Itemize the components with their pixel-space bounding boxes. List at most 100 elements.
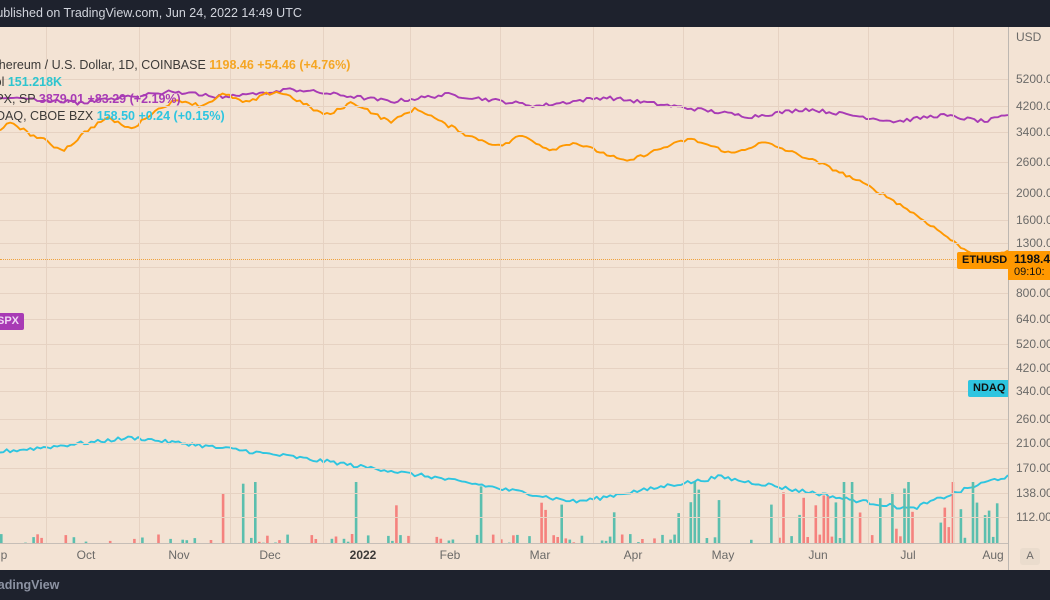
- gridline-horizontal: [0, 106, 1008, 107]
- axis-divider: [1008, 543, 1009, 570]
- chart-legend: Ethereum / U.S. Dollar, 1D, COINBASE 119…: [0, 57, 620, 125]
- gridline-horizontal: [0, 419, 1008, 420]
- price-axis-label: 5200.00: [1016, 72, 1050, 86]
- volume-bar: [391, 540, 394, 543]
- volume-bar: [612, 512, 616, 543]
- price-axis-label: 4200.00: [1016, 99, 1050, 113]
- volume-bar: [258, 541, 261, 543]
- volume-bar: [604, 540, 608, 543]
- volume-bar: [314, 539, 318, 543]
- volume-bar: [895, 528, 898, 543]
- volume-bar: [32, 537, 35, 543]
- volume-bar: [560, 504, 563, 543]
- time-axis[interactable]: A p Oct Nov Dec 2022 Feb Mar Apr May Jun Jul Aug: [0, 543, 1050, 570]
- volume-bar: [838, 538, 842, 543]
- volume-bar: [528, 536, 531, 543]
- legend-symbol: Vol: [0, 75, 5, 89]
- volume-bar: [858, 512, 862, 543]
- volume-bar: [899, 536, 902, 543]
- price-axis-label: 138.00: [1016, 486, 1050, 500]
- volume-bar: [540, 502, 543, 543]
- volume-bar: [802, 497, 805, 543]
- volume-bar: [512, 535, 515, 543]
- volume-bar: [947, 527, 951, 543]
- volume-bar: [669, 539, 672, 543]
- volume-bar: [822, 495, 826, 543]
- volume-bar: [254, 482, 257, 543]
- volume-bar: [995, 503, 999, 543]
- volume-bar: [673, 534, 676, 543]
- legend-row[interactable]: SPX, SP 3879.01 +83.29 (+2.19%): [0, 91, 607, 108]
- volume-bar: [689, 502, 693, 543]
- gridline-vertical: [323, 27, 324, 543]
- price-axis-label: 260.00: [1016, 412, 1050, 426]
- legend-change: +83.29 (+2.19%): [84, 92, 181, 106]
- series-tag-ethusd[interactable]: ETHUSD: [957, 252, 1008, 269]
- series-tag-ndaq[interactable]: NDAQ: [968, 380, 1008, 397]
- volume-bar: [399, 535, 402, 543]
- volume-bar: [185, 540, 189, 543]
- volume-bar: [407, 535, 410, 543]
- volume-bar: [133, 538, 136, 543]
- gridline-vertical: [139, 27, 140, 543]
- legend-symbol: Ethereum / U.S. Dollar, 1D, COINBASE: [0, 58, 210, 72]
- current-price-tag: 1198.4 09:10:: [1008, 251, 1050, 280]
- volume-bar: [790, 536, 793, 543]
- gridline-vertical: [230, 27, 231, 543]
- volume-bar: [971, 482, 975, 543]
- volume-bar: [629, 534, 632, 543]
- gridline-vertical: [500, 27, 501, 543]
- gridline-horizontal: [0, 493, 1008, 494]
- volume-bar: [806, 537, 809, 543]
- price-axis-label: 340.00: [1016, 384, 1050, 398]
- volume-bar: [500, 539, 503, 543]
- gridline-horizontal: [0, 132, 1008, 133]
- volume-bar: [108, 540, 112, 543]
- volume-bar: [64, 535, 68, 543]
- volume-bar: [544, 509, 547, 543]
- volume-bar: [556, 537, 559, 543]
- volume-bar: [653, 538, 656, 543]
- volume-bar: [911, 511, 914, 543]
- legend-row[interactable]: Vol 151.218K: [0, 74, 607, 91]
- legend-row[interactable]: NDAQ, CBOE BZX 158.50 +0.24 (+0.15%): [0, 108, 607, 125]
- series-line: [0, 90, 1008, 259]
- price-axis-label: 640.00: [1016, 312, 1050, 326]
- volume-bar: [241, 483, 245, 543]
- current-price-value: 1198.4: [1014, 252, 1050, 266]
- gridline-vertical: [410, 27, 411, 543]
- price-axis-label: 800.00: [1016, 286, 1050, 300]
- volume-bar: [274, 542, 277, 543]
- volume-bar: [0, 534, 3, 543]
- chart-canvas[interactable]: SPX ETHUSD NDAQ Ethereum / U.S. Dollar, …: [0, 27, 1008, 543]
- volume-bar: [705, 538, 709, 543]
- volume-bar: [641, 539, 644, 543]
- legend-last-value: 158.50: [96, 109, 135, 123]
- volume-bar: [991, 536, 995, 543]
- price-axis-label: 520.00: [1016, 337, 1050, 351]
- volume-bar: [713, 537, 717, 543]
- series-tag-spx[interactable]: SPX: [0, 313, 25, 330]
- volume-bar: [366, 535, 370, 543]
- gridline-horizontal: [0, 443, 1008, 444]
- gridline-horizontal: [0, 267, 1008, 268]
- autoscale-button[interactable]: A: [1020, 548, 1040, 565]
- time-axis-label: May: [711, 548, 735, 562]
- volume-bar: [770, 504, 773, 543]
- volume-bar: [475, 534, 479, 543]
- volume-bar: [661, 534, 664, 543]
- gridline-horizontal: [0, 344, 1008, 345]
- time-axis-label: p: [0, 548, 8, 562]
- legend-row[interactable]: Ethereum / U.S. Dollar, 1D, COINBASE 119…: [0, 57, 607, 74]
- legend-last-value: 3879.01: [38, 92, 85, 106]
- volume-bar: [814, 505, 818, 543]
- gridline-horizontal: [0, 193, 1008, 194]
- price-axis-label: 420.00: [1016, 361, 1050, 375]
- volume-bar: [850, 482, 854, 543]
- price-axis-label: 3400.00: [1016, 125, 1050, 139]
- volume-bar: [491, 534, 495, 543]
- volume-bar: [693, 482, 697, 543]
- series-line: [0, 435, 1008, 510]
- price-axis[interactable]: USD 5200.00 4200.00 3400.00 2600.00 2000.00 16…: [1008, 27, 1050, 543]
